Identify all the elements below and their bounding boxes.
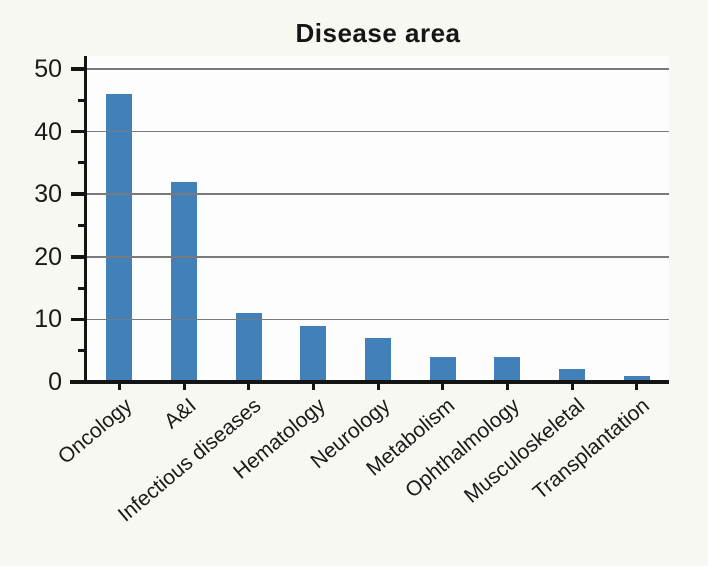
y-minor-tick-25 [78,224,87,227]
x-tick-5 [441,384,445,390]
x-category-label-text: Transplantation [528,394,654,505]
bar-a-i [171,182,197,380]
bar-oncology [106,94,132,380]
y-tick-label-30: 30 [34,180,62,209]
bar-musculoskeletal [559,369,585,380]
bar-neurology [365,338,391,380]
gridline-40 [87,130,669,133]
gridline-20 [87,256,669,258]
x-tick-7 [570,384,574,390]
x-tick-3 [311,384,315,390]
y-tick-label-10: 10 [34,305,62,334]
x-tick-0 [117,384,121,390]
x-category-label-text: Oncology [53,394,137,469]
x-tick-2 [247,384,251,390]
y-tick-40 [71,129,87,134]
y-minor-tick-5 [78,349,87,353]
y-tick-label-0: 0 [48,368,62,396]
x-tick-1 [182,384,186,390]
y-minor-tick-35 [78,161,87,165]
gridline-10 [87,318,669,321]
y-tick-10 [71,317,87,322]
bar-transplantation [624,376,650,380]
gridline-30 [87,193,669,195]
y-tick-30 [71,192,87,196]
y-minor-tick-45 [78,98,87,102]
x-axis-line [70,380,669,384]
bar-ophthalmology [494,357,520,380]
chart-title: Disease area [295,18,461,48]
x-tick-6 [505,384,509,390]
gridline-50 [87,68,669,70]
y-tick-20 [71,255,87,259]
y-tick-label-40: 40 [34,117,62,146]
y-tick-label-20: 20 [34,242,62,271]
x-category-label-text: A&I [160,394,201,434]
y-minor-tick-15 [78,286,87,290]
bar-metabolism [430,357,456,380]
bar-hematology [300,326,326,380]
y-tick-label-50: 50 [34,55,62,83]
bar-infectious-diseases [236,313,262,380]
x-tick-4 [376,384,380,390]
y-tick-50 [71,67,87,71]
y-axis-line [83,56,87,384]
x-tick-8 [635,384,639,390]
